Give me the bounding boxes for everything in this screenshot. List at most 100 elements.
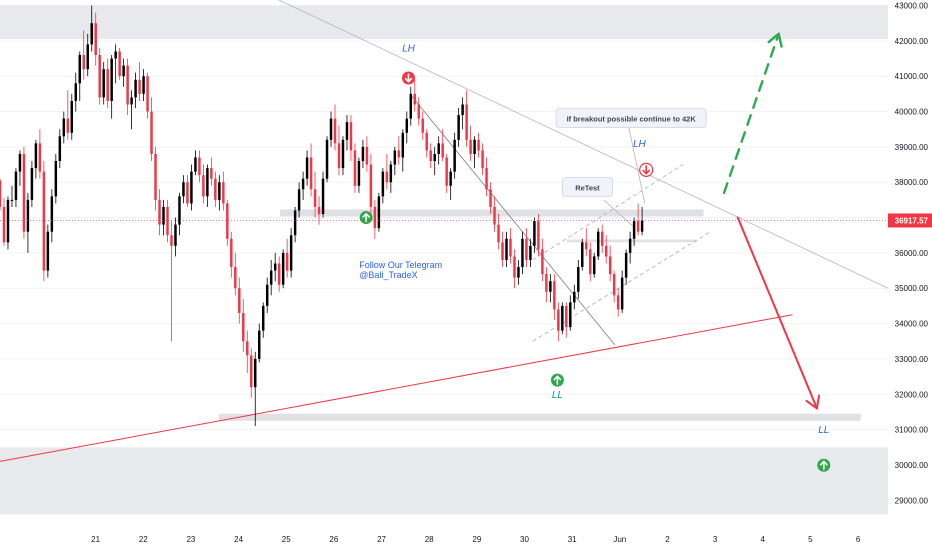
callout-background <box>562 177 613 197</box>
candle-body <box>513 256 516 278</box>
x-tick-label: 31 <box>568 535 577 544</box>
candle-body <box>517 267 520 278</box>
x-tick-label: 26 <box>329 535 338 544</box>
candle-body <box>309 157 313 190</box>
arrow-head <box>805 394 820 410</box>
candle-body <box>489 189 492 207</box>
candle-body <box>612 274 616 296</box>
candle-body <box>409 93 413 119</box>
candle-body <box>561 305 564 331</box>
annotation-label: LL <box>552 390 563 401</box>
candle-body <box>182 182 185 197</box>
candle-body <box>608 256 612 275</box>
candle-body <box>465 104 468 140</box>
candle-body <box>405 118 409 133</box>
markers-layer <box>359 71 831 472</box>
candle-body <box>166 206 169 236</box>
candle-body <box>545 274 548 292</box>
zone-box <box>566 239 697 243</box>
candle-body <box>186 182 189 204</box>
candle-body <box>337 143 341 169</box>
zone-box <box>0 447 888 515</box>
candle-body <box>242 312 245 342</box>
annotation-label: LH <box>633 139 647 150</box>
price-axis[interactable]: 43000.00 42000.00 41000.00 40000.00 39000.00… <box>895 2 929 506</box>
candle-body <box>74 83 78 101</box>
x-tick-label: 6 <box>856 535 861 544</box>
candle-body <box>162 206 165 225</box>
candle-body <box>417 104 420 119</box>
candle-body <box>226 203 229 239</box>
x-tick-label: 27 <box>377 535 386 544</box>
x-tick-label: 25 <box>282 535 291 544</box>
candle-body <box>293 210 297 236</box>
candle-body <box>349 122 353 151</box>
candle-body <box>632 221 636 239</box>
candle-body <box>194 157 197 172</box>
candle-body <box>134 79 137 98</box>
arrows-layer <box>722 32 820 410</box>
arrow-up-icon <box>550 373 564 387</box>
candle-body <box>30 168 34 200</box>
candle-body <box>90 23 93 45</box>
zone-box <box>218 413 861 421</box>
zone-box <box>0 5 888 40</box>
annotation-label: LL <box>818 425 829 436</box>
candle-body <box>321 178 325 215</box>
candle-body <box>305 157 309 179</box>
candle-body <box>269 270 273 285</box>
candle-body <box>596 231 600 257</box>
candle-body <box>357 161 361 186</box>
candle-body <box>600 231 604 246</box>
y-tick-label: 33000.00 <box>895 355 929 364</box>
candle-body <box>138 79 141 94</box>
candle-body <box>62 118 66 137</box>
y-tick-label: 42000.00 <box>895 37 929 46</box>
candle-body <box>210 168 213 179</box>
candle-body <box>281 252 285 285</box>
arrow-up-icon <box>817 458 831 472</box>
trendline <box>409 93 616 346</box>
candle-body <box>636 221 640 232</box>
y-tick-label: 43000.00 <box>895 2 929 11</box>
x-tick-label: 30 <box>520 535 529 544</box>
candle-body <box>616 295 620 310</box>
candle-body <box>86 44 89 70</box>
candle-body <box>170 235 173 246</box>
candle-body <box>521 238 524 268</box>
candle-body <box>94 23 97 56</box>
candle-body <box>640 220 644 232</box>
y-tick-label: 35000.00 <box>895 284 929 293</box>
candle-body <box>190 171 193 204</box>
candle-body <box>54 161 58 197</box>
candle-body <box>277 263 281 285</box>
candle-body <box>421 118 424 133</box>
candle-body <box>457 115 460 140</box>
x-tick-label: Jun <box>613 535 626 544</box>
current-price-tag: 36917.57 <box>0 213 932 228</box>
marker-arrow <box>362 212 370 223</box>
trendline <box>603 199 636 229</box>
candle-body <box>2 206 6 243</box>
arrow-down-icon <box>639 162 654 177</box>
candle-body <box>369 164 373 207</box>
candle-body <box>529 245 532 260</box>
trendlines-layer <box>0 0 889 462</box>
candle-body <box>449 171 452 186</box>
trendline <box>532 164 684 261</box>
marker-arrow <box>819 460 828 470</box>
x-tick-label: 21 <box>91 535 100 544</box>
arrow-head <box>767 32 783 48</box>
candle-body <box>202 175 205 197</box>
time-axis[interactable]: 21 22 23 24 25 26 27 28 29 30 31 Jun 2 3 4 5 6 <box>91 535 861 544</box>
candle-body <box>393 150 397 165</box>
x-tick-label: 29 <box>472 535 481 544</box>
y-tick-label: 29000.00 <box>895 496 929 505</box>
y-tick-label: 32000.00 <box>895 390 929 399</box>
current-price-badge <box>888 213 932 228</box>
arrow-down-icon <box>401 71 415 85</box>
candle-body <box>14 171 18 200</box>
candle-body <box>501 242 504 260</box>
